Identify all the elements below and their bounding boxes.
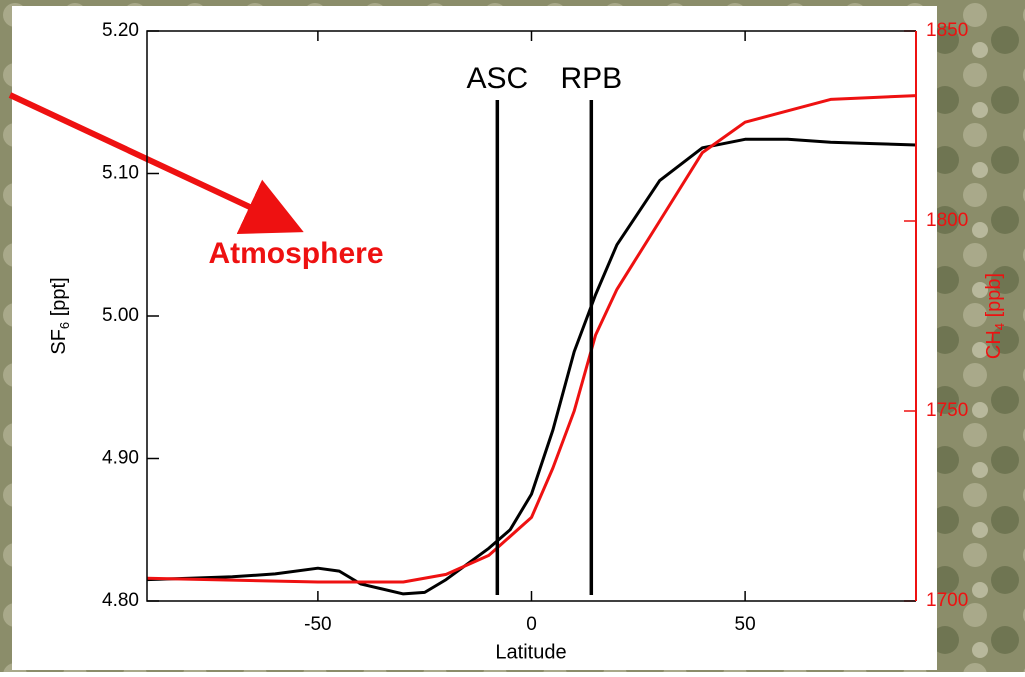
y-tick-label: 5.20 (102, 20, 139, 41)
y-tick-label: 5.00 (102, 305, 139, 326)
plot-frame-left (146, 30, 916, 602)
line-series (146, 137, 917, 596)
y2-axis-label: CH4 [ppb] (983, 273, 1007, 359)
y2-label-main: CH (983, 330, 1005, 359)
y-tick-label: 4.90 (102, 448, 139, 469)
vertical-line-label: RPB (560, 62, 622, 95)
y2-tick-label: 1800 (926, 210, 968, 231)
annotation: Atmosphere (208, 237, 383, 270)
x-tick-label: -50 (304, 614, 331, 635)
y2-label-rest: [ppb] (983, 273, 1005, 323)
y-label-main: SF (48, 329, 70, 355)
y-tick-label: 4.80 (102, 590, 139, 611)
arrow (8, 92, 304, 234)
y-axis-label: SF6 [ppt] (48, 277, 72, 354)
y-label-sub: 6 (57, 322, 72, 329)
x-tick-label: 50 (735, 614, 756, 635)
panel (12, 6, 937, 670)
y2-tick-label: 1750 (926, 400, 968, 421)
y-tick-label: 5.10 (102, 163, 139, 184)
x-axis-label: Latitude (495, 641, 566, 663)
vertical-line-label: ASC (466, 62, 528, 95)
y-label-rest: [ppt] (48, 277, 70, 321)
line-series (146, 94, 917, 584)
y2-label-sub: 4 (992, 323, 1007, 330)
y2-tick-label: 1700 (926, 590, 968, 611)
x-tick-label: 0 (526, 614, 537, 635)
y2-tick-label: 1850 (926, 20, 968, 41)
